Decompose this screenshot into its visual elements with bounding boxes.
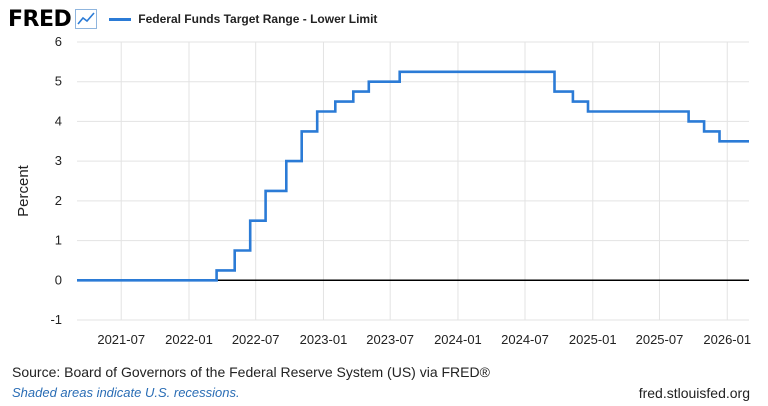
site-link[interactable]: fred.stlouisfed.org	[638, 385, 750, 401]
y-tick-label: 4	[55, 113, 62, 128]
x-tick-label: 2024-07	[501, 332, 549, 347]
line-graph-icon	[75, 9, 98, 29]
series-line	[77, 70, 749, 282]
y-tick-label: 6	[55, 34, 62, 49]
chart-header: FRED Federal Funds Target Range - Lower …	[8, 6, 377, 32]
x-tick-label: 2026-01	[703, 332, 751, 347]
fred-logo[interactable]: FRED	[8, 6, 72, 32]
x-tick-label: 2021-07	[97, 332, 145, 347]
legend-swatch	[109, 17, 132, 21]
y-tick-label: 5	[55, 74, 62, 89]
x-tick-label: 2022-01	[165, 332, 213, 347]
x-tick-label: 2023-01	[300, 332, 348, 347]
x-tick-label: 2022-07	[232, 332, 280, 347]
y-tick-label: -1	[50, 312, 62, 327]
x-tick-label: 2025-01	[569, 332, 617, 347]
legend-label: Federal Funds Target Range - Lower Limit	[138, 12, 378, 26]
y-tick-label: 2	[55, 193, 62, 208]
source-note: Source: Board of Governors of the Federa…	[12, 364, 490, 380]
y-tick-label: 0	[55, 272, 62, 287]
recession-note: Shaded areas indicate U.S. recessions.	[12, 385, 240, 400]
y-tick-label: 1	[55, 233, 62, 248]
y-axis-title: Percent	[15, 164, 32, 217]
x-tick-label: 2025-07	[636, 332, 684, 347]
chart-area: -1 0 1 2 3 4 5 6 2021-07 2022-01 2022-07 2023-01 202…	[15, 34, 751, 347]
x-tick-label: 2024-01	[434, 332, 482, 347]
x-tick-label: 2023-07	[366, 332, 414, 347]
legend: Federal Funds Target Range - Lower Limit	[109, 12, 377, 26]
y-tick-label: 3	[55, 153, 62, 168]
